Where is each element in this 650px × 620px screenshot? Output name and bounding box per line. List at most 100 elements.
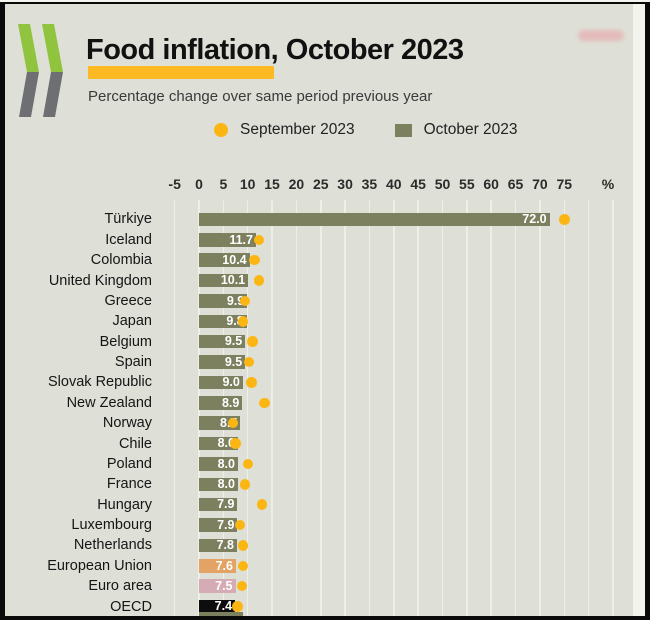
bar-value-label: 8.0 — [217, 456, 235, 471]
october-bar: 7.9 — [199, 497, 238, 512]
frame-right — [645, 0, 650, 620]
september-dot — [256, 499, 268, 510]
country-label: Iceland — [105, 231, 152, 248]
september-dot — [259, 397, 270, 409]
gridline — [612, 200, 614, 616]
gridline — [563, 200, 565, 616]
country-label: Poland — [106, 455, 152, 472]
country-label: European Union — [47, 557, 152, 574]
x-axis-tick: 75 — [556, 176, 573, 192]
september-dot — [246, 377, 257, 388]
country-label: Hungary — [97, 496, 152, 513]
october-bar: 7.8 — [199, 538, 237, 553]
country-label: United Kingdom — [48, 272, 152, 289]
x-axis-tick: 65 — [507, 176, 524, 192]
bar-row: European Union 7.6 — [0, 556, 650, 576]
bar-row: Chile 8.0 — [0, 433, 650, 453]
country-label: Euro area — [88, 578, 152, 595]
gridline — [368, 200, 371, 616]
legend-label-september: September 2023 — [240, 121, 355, 138]
bar-row: Colombia 10.4 — [0, 250, 650, 270]
logo-chevron-green-1 — [18, 24, 39, 72]
bar-value-label: 9.5 — [224, 334, 243, 349]
september-dot — [253, 234, 265, 246]
x-axis-unit-label: % — [601, 176, 615, 192]
bar-row: Poland 8.0 — [0, 454, 650, 474]
bar-value-label: 8.0 — [217, 477, 235, 492]
logo-chevron-gray-1 — [19, 72, 39, 117]
bar-value-label: 11.7 — [229, 232, 253, 247]
x-axis-tick: -5 — [168, 176, 181, 192]
bar-row: OECD 7.4 — [0, 596, 650, 616]
country-label: New Zealand — [66, 394, 152, 411]
country-label: Chile — [118, 435, 152, 452]
september-dot — [234, 519, 246, 531]
september-dot — [239, 479, 251, 490]
october-bar: 7.5 — [199, 579, 236, 593]
partial-next-bar — [199, 612, 243, 616]
september-dot — [232, 601, 243, 612]
october-bar: 8.9 — [199, 395, 243, 410]
x-axis-tick: 15 — [264, 176, 280, 192]
bar-value-label: 7.8 — [216, 538, 234, 553]
bar-row: Luxembourg 7.9 — [0, 515, 650, 535]
september-dot — [243, 356, 255, 368]
october-bar: 10.4 — [199, 253, 250, 267]
october-bar: 10.1 — [199, 273, 249, 288]
bar-row: New Zealand 8.9 — [0, 393, 650, 413]
x-axis: -5 0 5 10 15 20 25 30 35 40 45 50 55 60 65 70 75% — [0, 176, 650, 194]
country-label: Türkiye — [104, 211, 152, 228]
right-white-edge — [633, 0, 645, 620]
bar-row: Spain 9.5 — [0, 352, 650, 372]
gridline — [441, 200, 444, 616]
frame-left — [0, 0, 5, 620]
country-label: Slovak Republic — [48, 374, 152, 391]
legend: September 2023 October 2023 — [214, 121, 518, 139]
september-dot — [249, 254, 260, 266]
october-bar: 8.0 — [199, 457, 238, 471]
bar-row: Hungary 7.9 — [0, 495, 650, 515]
bar-value-label: 7.9 — [217, 517, 235, 532]
bar-row: Iceland 11.7 — [0, 230, 650, 250]
gridline — [320, 200, 322, 616]
bar-value-label: 7.4 — [214, 599, 233, 614]
gridline — [173, 200, 176, 616]
september-dot-icon — [214, 123, 228, 137]
gridline — [393, 200, 395, 616]
x-axis-tick: 40 — [386, 176, 402, 192]
october-bar: 7.6 — [199, 559, 236, 573]
legend-item-september: September 2023 — [214, 121, 355, 139]
bar-value-label: 8.9 — [221, 395, 240, 410]
x-axis-tick: 5 — [219, 176, 228, 192]
x-axis-tick: 20 — [288, 176, 305, 192]
title-highlight-bar — [88, 66, 274, 79]
bar-row: France 8.0 — [0, 474, 650, 494]
october-bar: 72.0 — [199, 212, 550, 227]
bar-value-label: 9.5 — [224, 354, 243, 369]
country-label: Luxembourg — [71, 517, 152, 534]
october-bar: 7.9 — [199, 517, 238, 532]
gridline — [466, 200, 468, 616]
x-axis-tick: 25 — [312, 176, 329, 192]
bar-value-label: 10.1 — [220, 273, 246, 288]
gridline — [539, 200, 541, 616]
september-dot — [237, 560, 249, 572]
gridline — [587, 200, 590, 616]
x-axis-tick: 45 — [410, 176, 426, 192]
legend-item-october: October 2023 — [394, 121, 518, 139]
country-label: Spain — [114, 354, 152, 371]
x-axis-tick: 70 — [532, 176, 548, 192]
bar-row: Norway8.5 — [0, 413, 650, 433]
country-label: Norway — [102, 415, 152, 432]
gridline — [295, 200, 298, 616]
bar-row: Netherlands 7.8 — [0, 535, 650, 555]
october-bar: 11.7 — [199, 233, 256, 247]
september-dot — [239, 295, 251, 307]
x-axis-tick: 55 — [459, 176, 475, 192]
october-bar: 9.0 — [199, 375, 243, 390]
bar-value-label: 10.4 — [222, 252, 247, 267]
oecd-logo-icon — [18, 24, 63, 117]
bar-row: Japan 9.8 — [0, 311, 650, 331]
october-bar: 7.4 — [199, 599, 236, 614]
